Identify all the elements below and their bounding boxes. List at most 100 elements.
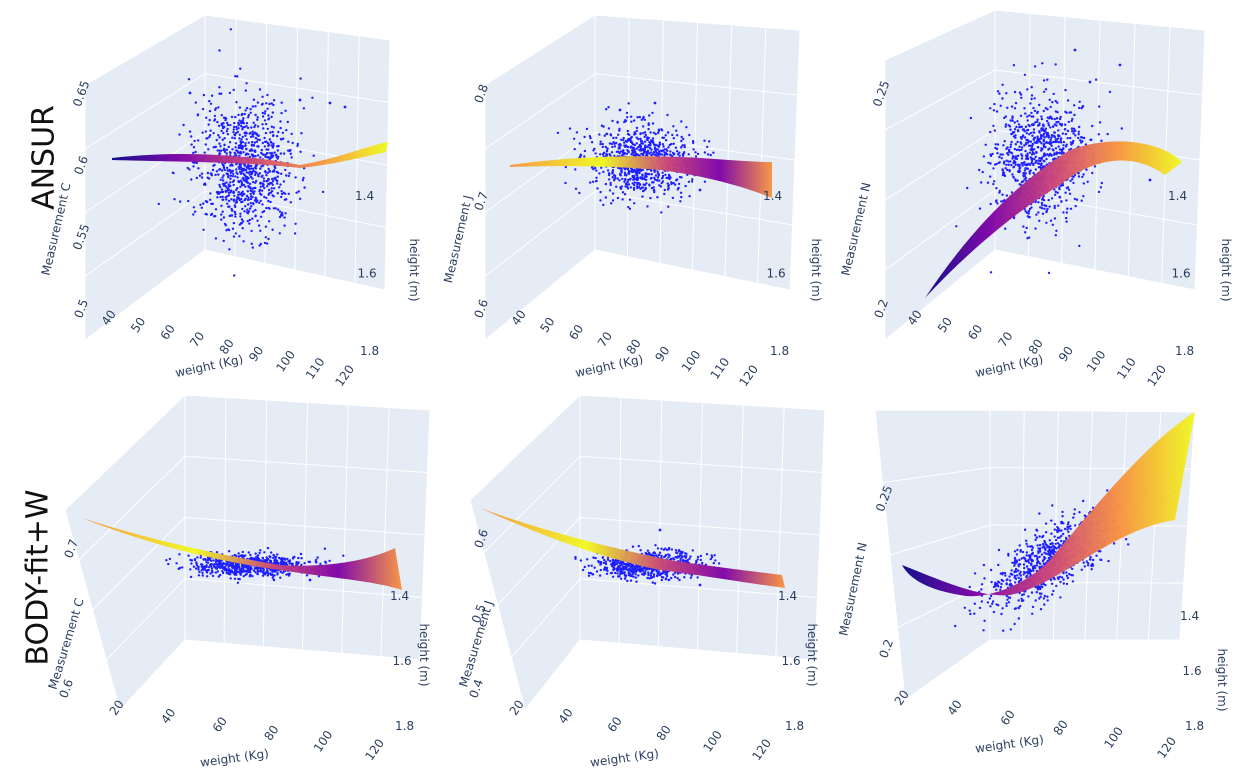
- data-point: [684, 559, 688, 563]
- data-point: [249, 553, 252, 557]
- data-point: [217, 575, 220, 578]
- data-point: [208, 558, 212, 561]
- data-point: [215, 191, 219, 194]
- data-point: [1042, 140, 1046, 143]
- data-point: [1091, 558, 1095, 562]
- data-point: [650, 186, 654, 190]
- data-point: [243, 112, 246, 116]
- data-point: [687, 153, 690, 156]
- data-point: [630, 115, 633, 118]
- data-point: [1034, 155, 1038, 158]
- data-point: [228, 214, 231, 218]
- data-point: [249, 189, 252, 192]
- data-point: [245, 194, 249, 198]
- data-point: [220, 129, 223, 133]
- data-point: [604, 562, 608, 566]
- data-point: [280, 172, 283, 175]
- data-point: [219, 195, 222, 199]
- data-point: [1043, 207, 1046, 210]
- data-point: [983, 577, 986, 580]
- data-point: [625, 111, 629, 115]
- data-point: [653, 101, 657, 105]
- data-point: [629, 579, 633, 582]
- data-point: [1005, 578, 1008, 582]
- data-point: [1037, 166, 1041, 169]
- data-point: [1082, 499, 1085, 503]
- data-point: [647, 553, 651, 556]
- data-point: [244, 142, 247, 145]
- grid-line: [184, 517, 426, 536]
- data-point: [1024, 125, 1028, 128]
- data-point: [223, 182, 226, 185]
- data-point: [235, 563, 239, 567]
- data-point: [1014, 179, 1017, 182]
- data-point: [611, 192, 615, 195]
- data-point: [1008, 148, 1011, 151]
- data-point: [623, 193, 627, 196]
- data-point: [229, 177, 232, 180]
- data-point: [272, 569, 276, 573]
- data-point: [275, 561, 278, 564]
- data-point: [225, 571, 228, 575]
- data-point: [287, 572, 290, 576]
- data-point: [1080, 568, 1084, 571]
- data-point: [238, 133, 241, 136]
- data-point: [1060, 152, 1063, 155]
- data-point: [274, 207, 277, 210]
- z-tick-label: 0.6: [56, 677, 76, 700]
- data-point: [679, 550, 682, 553]
- data-point: [251, 246, 254, 249]
- data-point: [316, 556, 319, 559]
- data-point: [1059, 580, 1062, 584]
- data-point: [642, 147, 645, 151]
- data-point: [994, 581, 997, 584]
- data-point: [1049, 555, 1053, 558]
- data-point: [1033, 109, 1037, 113]
- data-point: [627, 568, 631, 571]
- data-point: [228, 141, 232, 144]
- x-axis-title: weight (Kg): [589, 746, 659, 769]
- data-point: [999, 104, 1002, 108]
- data-point: [642, 150, 646, 154]
- data-point: [267, 182, 270, 186]
- data-point: [228, 91, 232, 95]
- data-point: [1013, 576, 1016, 579]
- data-point: [1038, 547, 1042, 550]
- data-point: [221, 176, 224, 179]
- data-point: [265, 174, 268, 177]
- data-point: [192, 146, 196, 149]
- data-point: [610, 202, 613, 205]
- data-point: [627, 183, 631, 186]
- data-point: [623, 563, 627, 566]
- data-point: [1065, 220, 1068, 223]
- data-point: [240, 218, 244, 221]
- pane-back-wall: [184, 394, 431, 661]
- data-point: [228, 168, 231, 172]
- data-point: [968, 609, 971, 612]
- data-point: [206, 569, 209, 572]
- data-point: [1023, 129, 1026, 133]
- data-point: [688, 557, 691, 560]
- data-point: [660, 150, 663, 153]
- data-point: [1079, 139, 1082, 142]
- data-point: [280, 190, 283, 193]
- data-point: [651, 153, 655, 156]
- data-point: [633, 131, 637, 134]
- data-point: [264, 153, 267, 156]
- data-point: [635, 147, 638, 150]
- data-point: [315, 558, 318, 561]
- data-point: [274, 569, 278, 572]
- data-point: [594, 556, 597, 560]
- data-point: [1054, 190, 1058, 194]
- data-point: [624, 185, 627, 188]
- data-point: [1042, 542, 1045, 546]
- data-point: [1077, 106, 1081, 110]
- data-point: [193, 139, 196, 143]
- data-point: [231, 170, 234, 173]
- data-point: [1024, 112, 1027, 115]
- data-point: [670, 154, 673, 157]
- data-point: [233, 274, 236, 277]
- data-point: [226, 123, 230, 127]
- data-point: [1050, 136, 1053, 139]
- data-point: [245, 82, 248, 85]
